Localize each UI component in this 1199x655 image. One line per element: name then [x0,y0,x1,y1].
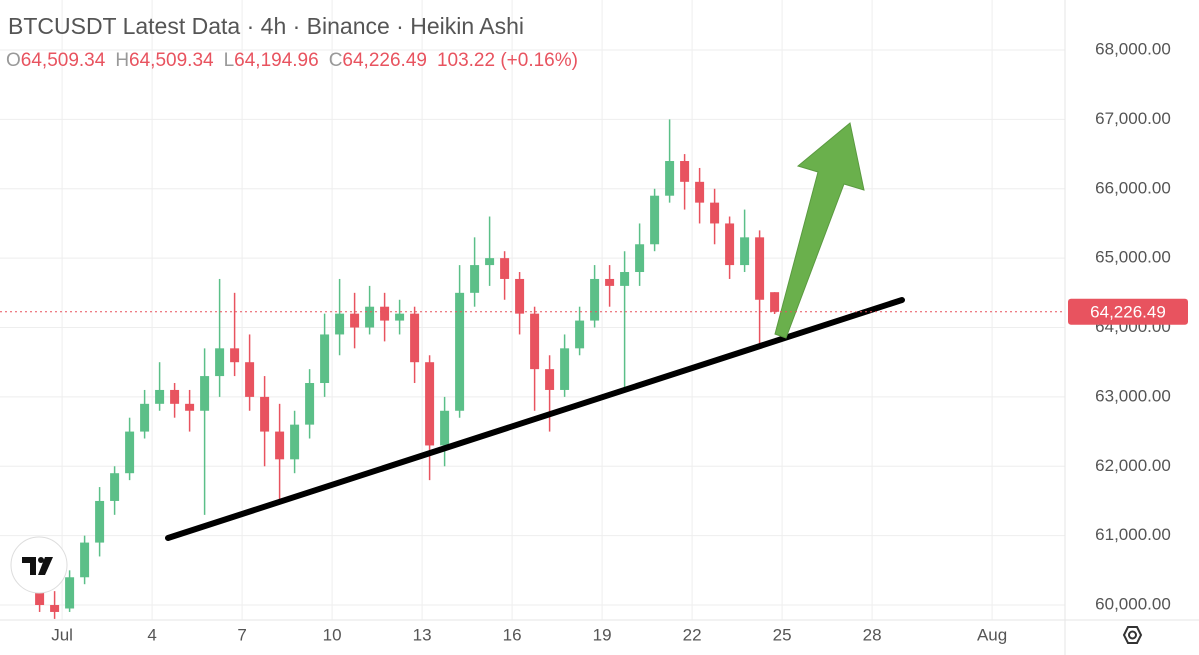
legend-value: 64,226.49 [342,50,427,71]
candle-body [560,348,570,390]
candle-body [320,334,330,384]
candle-body [680,161,690,182]
candle-body [635,244,645,273]
candle-body [95,500,105,543]
candle-body [440,410,450,446]
candle-body [500,258,510,279]
logo [10,536,68,594]
candle-body [245,362,255,397]
candle-body [410,313,420,363]
x-tick-label: 10 [323,625,342,644]
candle-body [695,181,705,203]
x-tick-label: Jul [51,625,73,644]
legend-key: H [115,50,129,71]
legend-key: C [329,50,343,71]
candle-body [305,383,315,425]
candle-body [665,161,675,196]
y-tick-label: 61,000.00 [1095,525,1171,544]
candle-body [425,362,435,446]
x-tick-label: 16 [503,625,522,644]
candle-body [545,369,555,390]
candle-body [650,195,660,245]
legend-change: 103.22 (+0.16%) [437,50,578,71]
candle-body [365,306,375,328]
legend-value: 64,509.34 [129,50,214,71]
legend-key: L [224,50,235,71]
y-tick-label: 65,000.00 [1095,248,1171,267]
candle-body [215,348,225,377]
candles [35,119,780,619]
up-arrow [774,122,865,339]
legend-value: 64,509.34 [21,50,106,71]
labels: 60,000.0061,000.0062,000.0063,000.0064,0… [0,40,1188,644]
candle-body [770,292,780,312]
candle-body [50,605,60,612]
x-tick-label: 7 [237,625,246,644]
trend-line [165,297,905,541]
y-tick-label: 68,000.00 [1095,40,1171,59]
candle-body [335,313,345,335]
candle-body [110,473,120,501]
candle-body [140,403,150,432]
candle-body [35,584,45,606]
candle-body [260,396,270,432]
candle-body [200,376,210,411]
candle-body [710,202,720,224]
legend-key: O [6,50,21,71]
candle-body [485,258,495,266]
candle-body [755,237,765,300]
candle-body [455,292,465,411]
candle-body [590,278,600,321]
candle-body [740,237,750,266]
candle-body [275,431,285,460]
candle-body [290,424,300,460]
y-tick-label: 60,000.00 [1095,594,1171,613]
candle-body [170,389,180,404]
x-tick-label: 22 [683,625,702,644]
x-tick-label: 4 [147,625,156,644]
legend-value: 64,194.96 [234,50,319,71]
candle-body [515,278,525,314]
x-tick-label: 28 [863,625,882,644]
y-tick-label: 66,000.00 [1095,178,1171,197]
x-tick-label: Aug [977,625,1007,644]
last-price-tag [1068,298,1188,325]
candle-body [575,320,585,349]
candle-body [470,265,480,293]
y-tick-label: 63,000.00 [1095,386,1171,405]
y-tick-label: 67,000.00 [1095,109,1171,128]
candle-body [530,313,540,370]
last-price-label: 64,226.49 [1090,302,1166,321]
candle-body [395,313,405,321]
settings-icon[interactable] [1122,626,1143,644]
grid [0,0,1065,620]
x-tick-label: 19 [593,625,612,644]
candle-body [125,431,135,474]
candle-body [350,313,360,328]
x-tick-label: 25 [773,625,792,644]
x-tick-label: 13 [413,625,432,644]
candle-body [185,403,195,411]
candle-body [65,577,75,609]
candle-body [380,306,390,321]
candle-body [620,272,630,286]
candle-body [725,223,735,266]
ohlc-legend: O64,509.34 H64,509.34 L64,194.96 C64,226.49… [6,50,578,71]
candle-body [155,389,165,404]
candle-body [80,542,90,578]
y-tick-label: 62,000.00 [1095,456,1171,475]
chart-title: BTCUSDT Latest Data · 4h · Binance · Hei… [8,13,524,39]
candle-body [230,348,240,363]
candle-body [605,278,615,286]
